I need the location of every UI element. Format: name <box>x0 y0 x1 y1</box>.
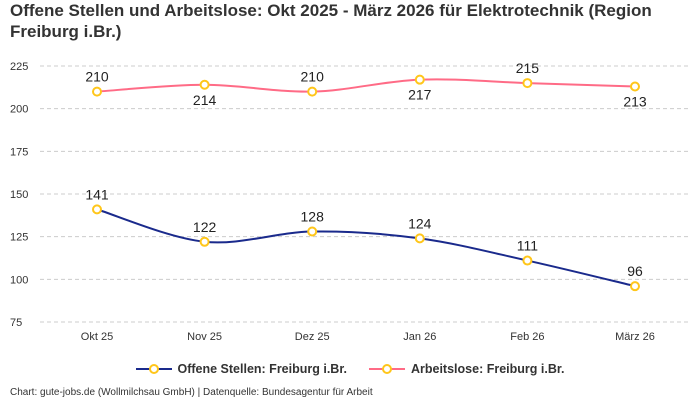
data-point <box>307 226 318 237</box>
data-label: 96 <box>627 263 643 279</box>
data-label: 210 <box>301 69 325 85</box>
data-label: 210 <box>85 69 109 85</box>
y-tick-label: 200 <box>10 104 28 116</box>
legend-item: Arbeitslose: Freiburg i.Br. <box>368 362 565 376</box>
data-label: 213 <box>623 93 647 109</box>
line-chart: 75 100 125 150 175 200 225 Okt 25 Nov 25 Dez 25 Ja… <box>10 60 690 343</box>
credit-text: Chart: gute-jobs.de (Wollmilchsau GmbH) … <box>10 387 373 398</box>
y-tick-label: 150 <box>10 189 28 201</box>
data-point <box>199 79 210 90</box>
data-point <box>414 233 425 244</box>
y-tick-label: 100 <box>10 274 28 286</box>
data-label: 215 <box>516 60 540 76</box>
x-tick-label: März 26 <box>615 331 655 343</box>
legend-line-marker-icon <box>135 364 172 374</box>
data-point <box>522 78 533 89</box>
x-tick-label: Nov 25 <box>187 331 222 343</box>
x-tick-label: Jan 26 <box>403 331 436 343</box>
x-tick-label: Okt 25 <box>81 331 113 343</box>
series-line <box>96 208 636 288</box>
data-label: 128 <box>301 209 325 225</box>
y-tick-label: 225 <box>10 61 28 73</box>
x-tick-label: Feb 26 <box>510 331 544 343</box>
legend-line-marker-icon <box>368 364 405 374</box>
data-point <box>92 204 102 215</box>
data-point <box>307 86 318 97</box>
y-tick-label: 175 <box>10 146 28 158</box>
legend: Offene Stellen: Freiburg i.Br. Arbeitslos… <box>0 362 700 376</box>
data-label: 122 <box>193 219 217 235</box>
data-point <box>414 74 425 85</box>
data-point <box>522 255 533 266</box>
data-point <box>630 81 640 92</box>
data-point <box>92 86 102 97</box>
data-point <box>630 281 640 292</box>
data-label: 111 <box>517 238 538 254</box>
y-tick-label: 125 <box>10 232 28 244</box>
legend-item: Offene Stellen: Freiburg i.Br. <box>135 362 347 376</box>
data-point <box>199 236 210 247</box>
data-label: 124 <box>408 215 432 231</box>
y-tick-label: 75 <box>10 317 22 329</box>
legend-label: Arbeitslose: Freiburg i.Br. <box>410 362 565 376</box>
series-line <box>96 78 636 93</box>
chart-title: Offene Stellen und Arbeitslose: Okt 2025… <box>10 1 652 41</box>
data-label: 217 <box>408 87 432 103</box>
legend-label: Offene Stellen: Freiburg i.Br. <box>177 362 347 376</box>
x-tick-label: Dez 25 <box>295 331 330 343</box>
data-label: 141 <box>85 186 109 202</box>
data-label: 214 <box>193 92 217 108</box>
